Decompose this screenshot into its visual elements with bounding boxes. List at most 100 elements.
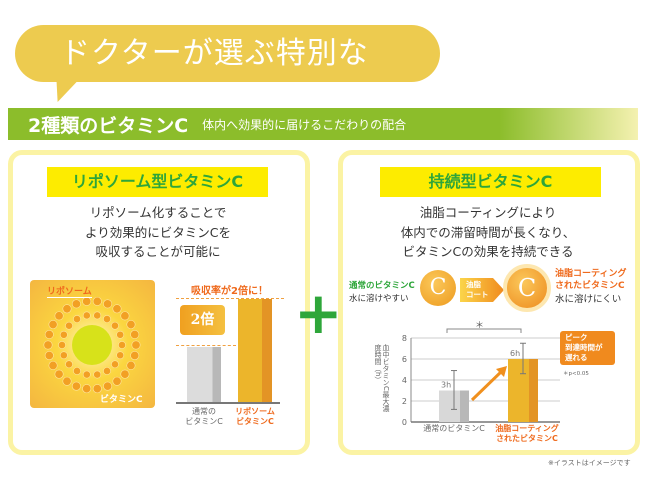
- lipid-bead: [93, 370, 102, 379]
- coated-vc-caption: 油脂コーティング されたビタミンC 水に溶けにくい: [555, 268, 626, 306]
- baseline: [176, 402, 280, 404]
- normal-vc-note: 水に溶けやすい: [349, 294, 409, 304]
- lipid-bead: [48, 320, 58, 330]
- data-label: 3h: [441, 381, 451, 390]
- desc-line: より効果的にビタミンCを: [85, 224, 231, 240]
- label-line: 油脂コーティング: [495, 424, 559, 433]
- vitamin-c-icon: C: [420, 270, 456, 306]
- data-label: 6h: [510, 349, 520, 358]
- bar-liposome: [238, 299, 272, 402]
- callout-line: 到達時間が: [565, 343, 603, 352]
- trend-arrow-head: [496, 366, 507, 377]
- callout-line: 遅れる: [565, 353, 588, 362]
- bar-shade: [529, 359, 538, 422]
- sustained-panel: [338, 150, 640, 455]
- significance-mark: ＊: [475, 321, 485, 331]
- plus-icon: +: [294, 279, 343, 347]
- coated-vitamin-c-icon: C: [503, 264, 551, 312]
- band-title: 2種類のビタミンC: [28, 114, 189, 137]
- y-axis-label: 血中ビタミンC最大濃度時間（h）: [374, 344, 390, 412]
- lipid-bead: [82, 384, 92, 394]
- lipid-bead: [82, 311, 91, 320]
- lipid-bead: [54, 369, 64, 379]
- lipid-bead: [73, 315, 81, 323]
- lipid-bead: [62, 304, 72, 314]
- liposome-label: リポソーム: [47, 284, 92, 298]
- bar-shade: [460, 390, 469, 422]
- lipid-bead: [118, 341, 126, 349]
- callout-line: ピーク: [565, 333, 588, 342]
- section-band: 2種類のビタミンC 体内へ効果的に届けるこだわりの配合: [8, 108, 638, 140]
- lipid-bead: [59, 330, 68, 339]
- peak-callout: ピーク 到達時間が 遅れる: [560, 331, 615, 365]
- headline: ドクターが選ぶ特別な: [60, 36, 369, 71]
- lipid-bead: [65, 360, 73, 369]
- lipid-bead: [44, 329, 54, 339]
- vitamin-c-label: ビタミンC: [100, 395, 143, 405]
- x-label-normal: 通常のビタミンC: [423, 424, 485, 433]
- lipid-bead: [112, 304, 122, 314]
- normal-vc-caption: 通常のビタミンC 水に溶けやすい: [349, 280, 415, 306]
- lipid-bead: [92, 296, 102, 306]
- coating-arrow: 油脂 コート: [460, 278, 504, 302]
- badge-2x: 2倍: [180, 305, 225, 335]
- arrow-line: 油脂: [466, 280, 481, 289]
- absorption-headline: 吸収率が2倍に！: [191, 286, 268, 297]
- coated-name-line: 油脂コーティング: [555, 269, 627, 279]
- lipid-bead: [116, 330, 125, 339]
- label-line: ビタミンC: [236, 417, 274, 426]
- sustained-title: 持続型ビタミンC: [380, 167, 601, 197]
- lipid-bead: [120, 369, 130, 379]
- sustained-description: 油脂コーティングにより 体内での滞留時間が長くなり、 ビタミンCの効果を持続でき…: [338, 203, 638, 262]
- y-tick-label: 0: [402, 418, 407, 427]
- lipid-bead: [71, 299, 81, 309]
- coated-name-line: されたビタミンC: [555, 281, 625, 291]
- y-tick-label: 6: [402, 355, 407, 364]
- lipid-bead: [71, 381, 81, 391]
- desc-line: ビタミンCの効果を持続できる: [402, 244, 574, 259]
- normal-vc-name: 通常のビタミンC: [349, 281, 415, 291]
- lipid-bead: [103, 315, 111, 323]
- arrow-line: コート: [466, 290, 489, 299]
- lipid-bead: [112, 376, 122, 386]
- bar-label-liposome: リポソーム ビタミンC: [227, 407, 283, 427]
- lipid-bead: [103, 381, 113, 391]
- lipid-bead: [111, 360, 119, 369]
- lipid-bead: [48, 360, 58, 370]
- desc-line: 油脂コーティングにより: [419, 205, 557, 220]
- lipid-bead: [44, 351, 54, 361]
- label-line: 通常の: [192, 407, 216, 416]
- band-subtitle: 体内へ効果的に届けるこだわりの配合: [202, 117, 407, 132]
- liposome-graphic: [43, 296, 141, 394]
- desc-line: 吸収することが可能に: [95, 244, 221, 259]
- label-line: されたビタミンC: [496, 434, 558, 443]
- lipid-bead: [116, 351, 125, 360]
- absorption-chart: 吸収率が2倍に！ 2倍 通常の ビタミンC リポソーム ビタミンC: [172, 280, 287, 430]
- label-line: ビタミンC: [185, 417, 223, 426]
- lipid-bead: [126, 320, 136, 330]
- level-line-1x: [176, 345, 236, 346]
- liposome-title: リポソーム型ビタミンC: [47, 167, 268, 197]
- p-value-note: ＊p<0.05: [563, 371, 589, 377]
- lipid-bead: [103, 299, 113, 309]
- lipid-bead: [82, 370, 91, 379]
- significance-bracket: [446, 328, 522, 333]
- lipid-bead: [54, 311, 64, 321]
- bar-label-normal: 通常の ビタミンC: [176, 407, 232, 427]
- y-tick-label: 2: [402, 397, 407, 406]
- lipid-bead: [126, 360, 136, 370]
- lipid-bead: [92, 384, 102, 394]
- lipid-bead: [120, 311, 130, 321]
- lipid-bead: [103, 367, 111, 375]
- lipid-bead: [58, 341, 66, 349]
- lipid-bead: [111, 321, 119, 330]
- vitamin-c-core: [72, 325, 112, 365]
- headline-bubble: ドクターが選ぶ特別な: [15, 25, 440, 82]
- lipid-bead: [130, 329, 140, 339]
- coated-vc-note: 水に溶けにくい: [555, 294, 622, 305]
- lipid-bead: [130, 351, 140, 361]
- trend-arrow: [470, 368, 505, 402]
- desc-line: 体内での滞留時間が長くなり、: [400, 224, 576, 240]
- lipid-bead: [93, 311, 102, 320]
